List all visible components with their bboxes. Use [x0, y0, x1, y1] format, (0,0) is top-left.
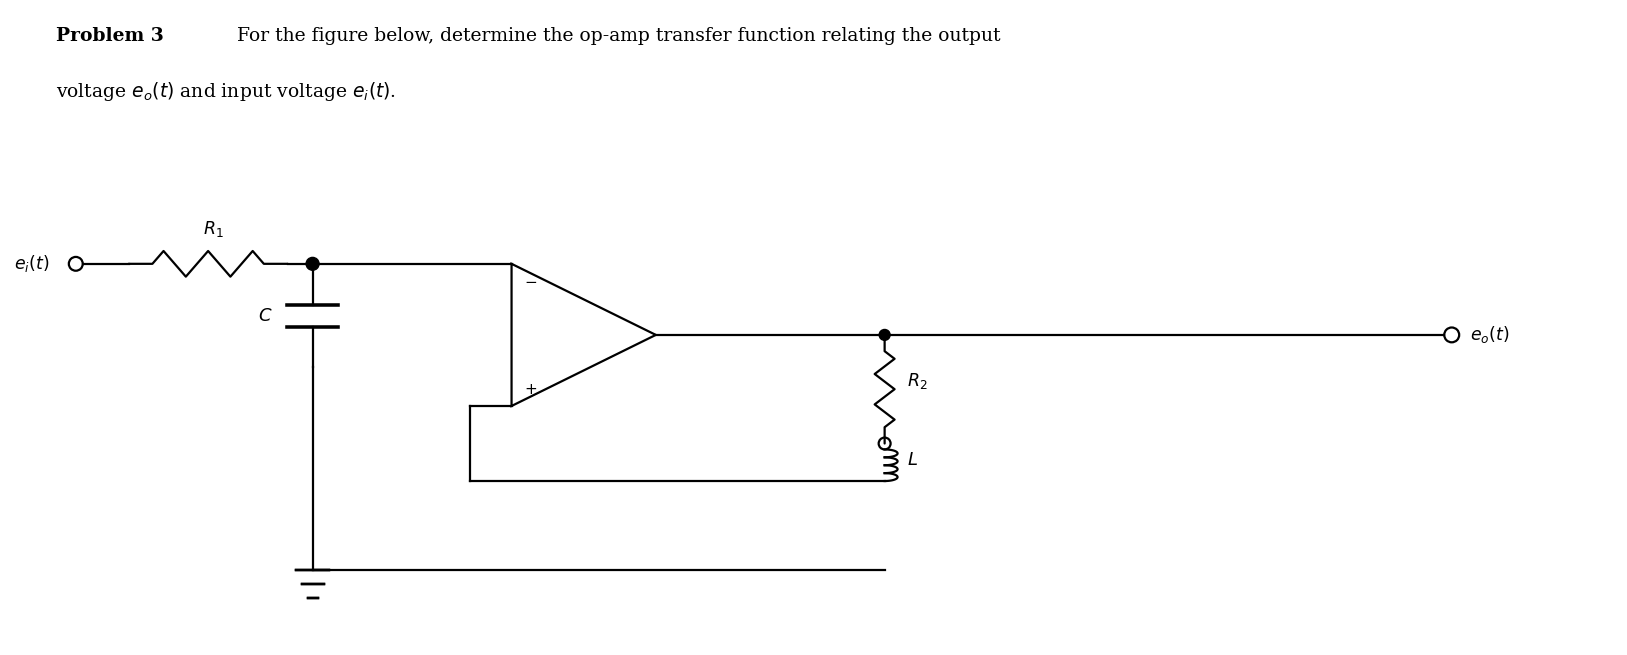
Text: $R_2$: $R_2$ — [906, 371, 927, 391]
Text: $e_o(t)$: $e_o(t)$ — [1469, 324, 1510, 345]
Text: $e_i(t)$: $e_i(t)$ — [15, 253, 49, 274]
Text: $R_1$: $R_1$ — [203, 219, 223, 239]
Circle shape — [306, 257, 319, 271]
Text: $+$: $+$ — [524, 382, 537, 397]
Text: voltage $e_o(t)$ and input voltage $e_i(t)$.: voltage $e_o(t)$ and input voltage $e_i(… — [55, 80, 395, 103]
Text: $C$: $C$ — [257, 307, 272, 325]
Text: Problem 3: Problem 3 — [55, 27, 164, 45]
Text: For the figure below, determine the op-amp transfer function relating the output: For the figure below, determine the op-a… — [231, 27, 1001, 45]
Text: $L$: $L$ — [906, 451, 918, 469]
Text: $-$: $-$ — [524, 273, 537, 288]
Circle shape — [879, 329, 890, 341]
